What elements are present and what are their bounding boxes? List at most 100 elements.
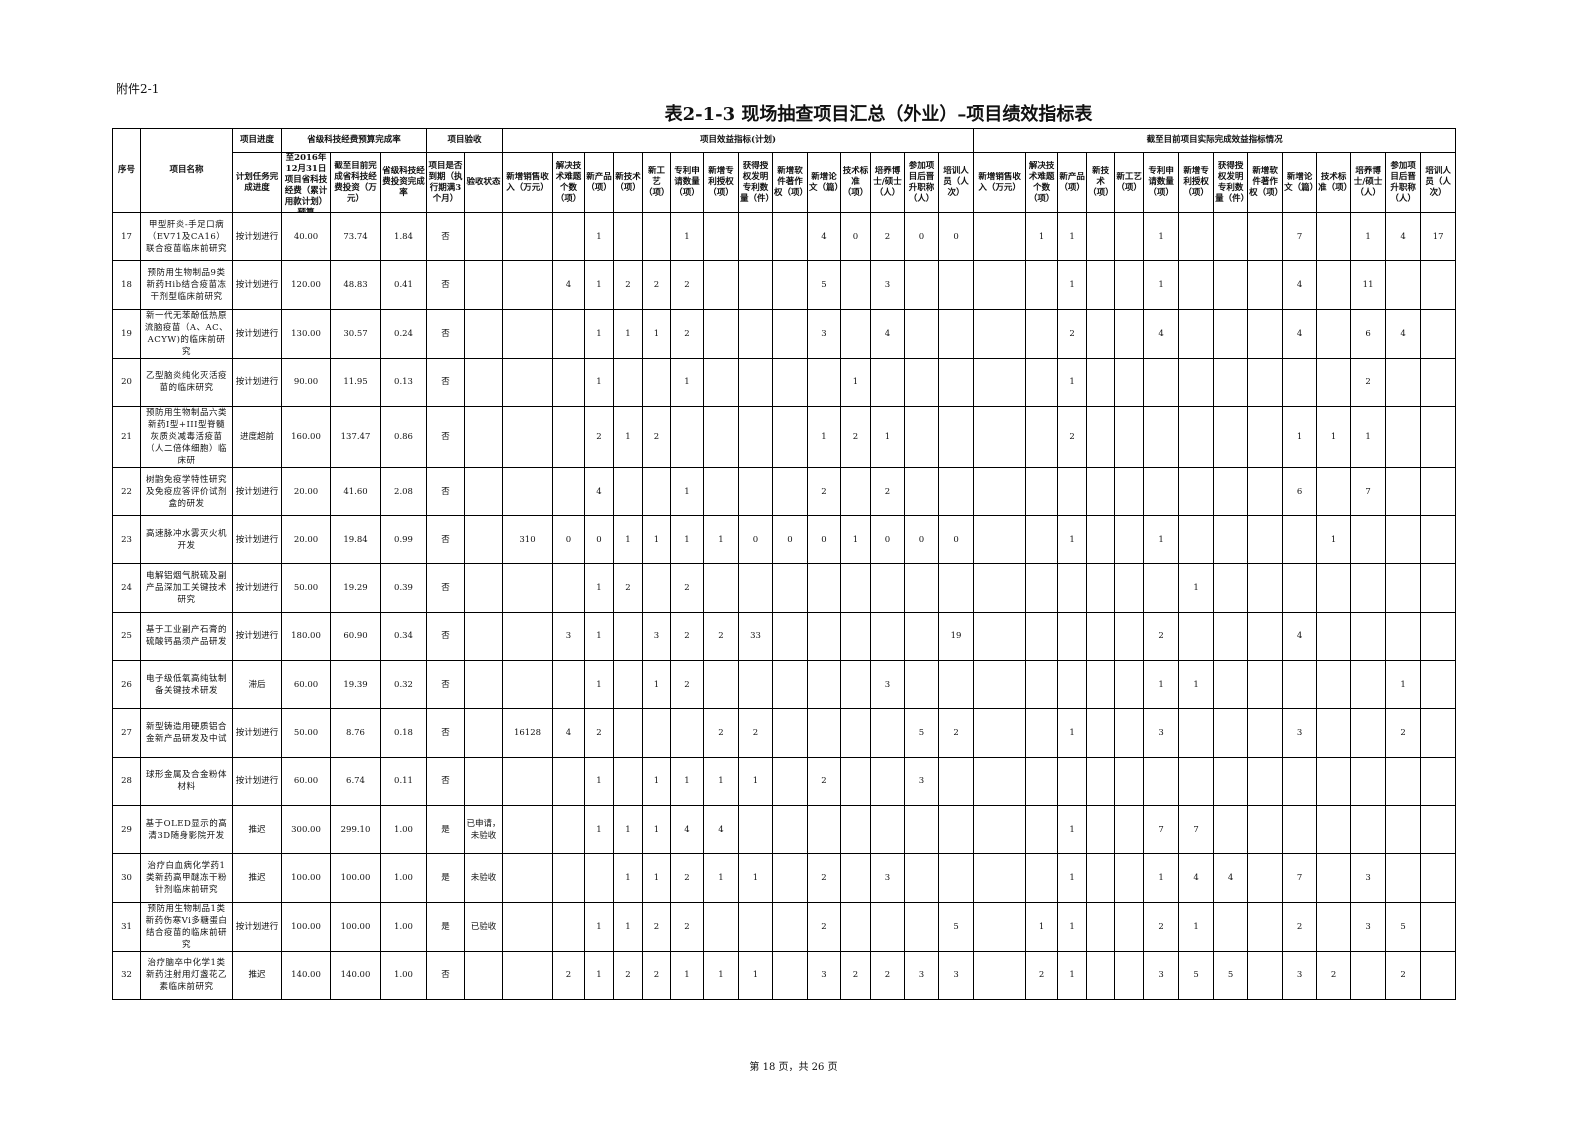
cell-plan-value (642, 357, 672, 407)
cell-actual-value (1143, 756, 1180, 806)
cell-actual-value: 1 (1057, 901, 1088, 952)
cell-overdue: 否 (426, 357, 465, 407)
cell-plan-value: 1 (642, 515, 672, 565)
cell-plan-value: 0 (772, 515, 809, 565)
cell-plan-value: 3 (870, 260, 906, 310)
cell-plan-value (552, 308, 586, 359)
cell-budget-plan: 20.00 (281, 466, 331, 517)
cell-budget-plan: 100.00 (281, 901, 331, 952)
cell-plan-value: 2 (642, 950, 672, 1000)
table-row: 28 球形金属及合金粉体材料 按计划进行 60.00 6.74 0.11 否 1 1 1 1 1 2 3 (112, 756, 1457, 806)
cell-budget-rate: 0.99 (380, 515, 427, 565)
cell-progress: 按计划进行 (232, 308, 282, 359)
cell-plan-value (772, 211, 809, 262)
cell-actual-value (1213, 405, 1249, 468)
cell-plan-value (552, 563, 586, 613)
cell-plan-value (502, 950, 554, 1000)
cell-budget-spent: 8.76 (330, 708, 381, 758)
cell-actual-value: 1 (1057, 708, 1088, 758)
cell-actual-value (1247, 357, 1284, 407)
cell-actual-value (1282, 660, 1318, 710)
cell-budget-rate: 1.00 (380, 950, 427, 1000)
cell-plan-value: 2 (670, 660, 705, 710)
cell-seq: 24 (112, 563, 141, 613)
cell-actual-value (1143, 466, 1180, 517)
cell-plan-value (772, 405, 809, 468)
cell-budget-rate: 0.86 (380, 405, 427, 468)
cell-plan-value: 1 (584, 950, 615, 1000)
cell-actual-value (1282, 563, 1318, 613)
cell-actual-value: 2 (1057, 308, 1088, 359)
cell-progress: 推迟 (232, 804, 282, 855)
cell-plan-value: 1 (613, 308, 644, 359)
cell-plan-value: 1 (584, 756, 615, 806)
cell-project-name: 球形金属及合金粉体材料 (140, 756, 233, 806)
cell-project-name: 治疗脑卒中化学1类新药注射用灯盏花乙素临床前研究 (140, 950, 233, 1000)
cell-actual-value: 2 (1143, 901, 1180, 952)
header-seq: 序号 (112, 128, 141, 213)
cell-budget-plan: 180.00 (281, 611, 331, 662)
cell-actual-value: 1 (1178, 901, 1215, 952)
cell-plan-value (772, 756, 809, 806)
cell-actual-value: 5 (1213, 950, 1249, 1000)
cell-budget-rate: 0.41 (380, 260, 427, 310)
header-actual-col: 培训人员（人次） (1420, 152, 1457, 213)
cell-plan-value: 2 (807, 756, 842, 806)
cell-plan-value (904, 804, 940, 855)
cell-plan-value (938, 260, 975, 310)
cell-overdue: 否 (426, 466, 465, 517)
cell-actual-value (1025, 308, 1059, 359)
cell-actual-value: 1 (1143, 515, 1180, 565)
cell-budget-plan: 100.00 (281, 853, 331, 903)
cell-plan-value: 0 (840, 211, 872, 262)
cell-actual-value: 2 (1057, 405, 1088, 468)
cell-actual-value (1086, 853, 1116, 903)
cell-plan-value: 4 (670, 804, 705, 855)
cell-actual-value: 2 (1143, 611, 1180, 662)
header-plan-col: 专利申请数量（项） (670, 152, 705, 213)
cell-actual-value: 7 (1282, 853, 1318, 903)
cell-actual-value (1057, 563, 1088, 613)
cell-actual-value (1213, 515, 1249, 565)
cell-plan-value: 1 (584, 260, 615, 310)
header-overdue: 项目是否到期（执行期满3个月） (426, 152, 465, 213)
cell-plan-value: 3 (870, 660, 906, 710)
cell-actual-value (1420, 853, 1457, 903)
cell-plan-value (807, 563, 842, 613)
cell-plan-value: 1 (738, 950, 774, 1000)
cell-plan-value: 1 (870, 405, 906, 468)
cell-actual-value (1025, 804, 1059, 855)
header-actual-col: 解决技术难题个数（项） (1025, 152, 1059, 213)
cell-actual-value (973, 756, 1027, 806)
cell-actual-value: 2 (1385, 708, 1422, 758)
cell-actual-value (1213, 901, 1249, 952)
cell-overdue: 否 (426, 405, 465, 468)
cell-plan-value (738, 466, 774, 517)
cell-actual-value (1247, 853, 1284, 903)
cell-seq: 19 (112, 308, 141, 359)
cell-plan-value (840, 804, 872, 855)
cell-actual-value (1086, 308, 1116, 359)
cell-actual-value: 1 (1057, 515, 1088, 565)
cell-actual-value (1247, 804, 1284, 855)
cell-actual-value (1316, 853, 1352, 903)
cell-actual-value (1247, 308, 1284, 359)
cell-actual-value (1350, 515, 1387, 565)
cell-seq: 22 (112, 466, 141, 517)
cell-budget-plan: 20.00 (281, 515, 331, 565)
cell-progress: 按计划进行 (232, 563, 282, 613)
cell-plan-value: 4 (807, 211, 842, 262)
cell-budget-plan: 120.00 (281, 260, 331, 310)
cell-actual-value (1350, 708, 1387, 758)
table-row: 23 高速脉冲水雾灭火机开发 按计划进行 20.00 19.84 0.99 否 310 0 0 1 1… (112, 515, 1457, 565)
cell-budget-rate: 1.00 (380, 901, 427, 952)
cell-plan-value: 2 (807, 853, 842, 903)
cell-actual-value (1086, 708, 1116, 758)
cell-actual-value: 4 (1385, 211, 1422, 262)
cell-plan-value (738, 660, 774, 710)
cell-plan-value: 3 (904, 756, 940, 806)
header-plan-col: 参加项目后晋升职称（人） (904, 152, 940, 213)
cell-actual-value (1178, 466, 1215, 517)
cell-acceptance-status (463, 756, 504, 806)
cell-actual-value (1114, 756, 1145, 806)
